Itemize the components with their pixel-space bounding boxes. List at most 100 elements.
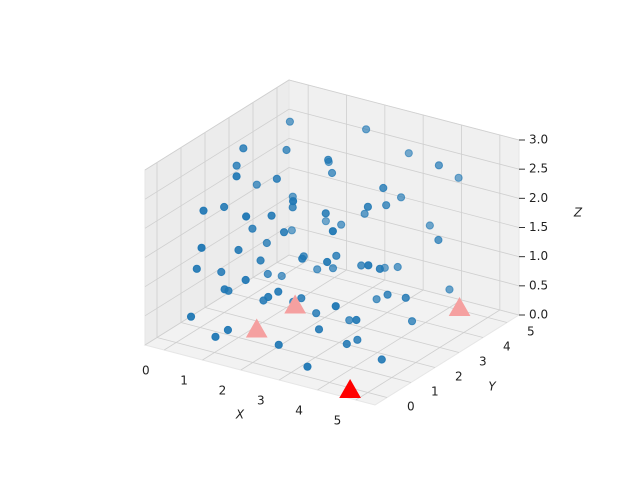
- scatter-point: [256, 256, 265, 265]
- scatter-point: [332, 251, 341, 260]
- grid-line: [278, 289, 424, 381]
- scatter-point: [252, 180, 261, 189]
- scatter-point: [277, 271, 286, 281]
- grid-line: [202, 269, 347, 361]
- scatter-point: [445, 285, 454, 294]
- scatter-point: [303, 362, 312, 371]
- scatter-point: [285, 117, 294, 126]
- scatter-point: [331, 302, 340, 311]
- scatter-point: [299, 252, 308, 261]
- scatter-point: [312, 309, 321, 318]
- scatter-point: [263, 269, 272, 279]
- x-tick-label: 3: [257, 394, 265, 408]
- scatter-point: [267, 211, 276, 220]
- scatter-point: [364, 261, 373, 270]
- z-tick-label: 1.0: [529, 249, 548, 263]
- y-tick-label: 1: [431, 385, 439, 399]
- scatter-point: [241, 275, 250, 285]
- z-tick-label: 2.5: [529, 162, 548, 176]
- scatter-point: [357, 261, 366, 270]
- z-tick-label: 2.0: [529, 191, 548, 205]
- triangle-marker: [448, 296, 471, 316]
- scatter-point: [239, 144, 248, 153]
- scatter-point: [321, 209, 330, 218]
- scatter-point: [232, 161, 241, 170]
- scatter-point: [342, 339, 351, 349]
- x-tick-label: 5: [334, 414, 342, 428]
- scatter-point: [434, 235, 443, 245]
- grid-line: [144, 137, 290, 229]
- scatter-point: [360, 209, 369, 218]
- scatter-point: [383, 290, 392, 299]
- scatter-point: [372, 295, 381, 304]
- scatter-point: [199, 206, 208, 215]
- scatter-point: [223, 325, 233, 335]
- scatter-point: [425, 221, 434, 230]
- scatter-point: [353, 335, 362, 344]
- scatter-point: [211, 332, 220, 341]
- x-tick-label: 0: [142, 364, 150, 378]
- scatter-point: [313, 265, 322, 274]
- scatter-point: [217, 267, 226, 277]
- grid-line: [144, 108, 290, 200]
- scatter-point: [224, 286, 233, 295]
- scatter-point: [248, 224, 257, 233]
- z-tick-label: 0.0: [529, 308, 548, 322]
- grid-line: [180, 322, 412, 383]
- grid-line: [144, 167, 290, 258]
- scatter-point: [328, 227, 337, 236]
- grid-line: [317, 299, 462, 391]
- scatter-point: [272, 174, 281, 183]
- scatter-point: [264, 292, 273, 302]
- z-axis-label: Z: [573, 206, 583, 220]
- scatter-point: [434, 161, 443, 170]
- scatter-point: [274, 287, 283, 296]
- scatter-point: [352, 315, 361, 325]
- grid-line: [240, 279, 386, 371]
- grid-line: [252, 277, 484, 338]
- scatter-point: [220, 202, 229, 212]
- y-tick-label: 2: [455, 370, 463, 384]
- scatter-point: [375, 264, 384, 273]
- y-tick-label: 3: [479, 355, 487, 369]
- z-tick-label: 1.5: [529, 220, 548, 234]
- grid-line: [288, 196, 520, 258]
- scatter-point: [404, 149, 413, 158]
- scatter-point: [407, 317, 417, 326]
- scatter-point: [186, 312, 196, 321]
- scatter-point: [393, 262, 402, 272]
- z-tick-label: 3.0: [529, 133, 548, 147]
- scatter-point: [234, 245, 243, 255]
- scatter-point: [328, 264, 338, 273]
- grid-line: [288, 79, 520, 141]
- grid-line: [355, 309, 501, 401]
- scatter-point: [401, 293, 410, 302]
- grid-line: [288, 137, 520, 199]
- scatter-point: [297, 294, 306, 303]
- grid-line: [144, 79, 290, 171]
- scatter-point: [337, 220, 346, 229]
- scatter-point: [454, 173, 463, 182]
- grid-line: [288, 108, 520, 170]
- y-tick-label: 5: [527, 325, 535, 339]
- scatter-point: [396, 193, 406, 202]
- scatter-point: [242, 212, 251, 221]
- scatter-point: [327, 168, 337, 178]
- triangle-marker: [245, 318, 268, 338]
- scatter-point: [314, 325, 324, 334]
- scatter-point: [382, 201, 391, 210]
- grid-line: [228, 292, 460, 353]
- x-tick-label: 4: [295, 404, 303, 418]
- y-tick-label: 4: [503, 340, 511, 354]
- scatter-point: [345, 316, 354, 325]
- z-tick-label: 0.5: [529, 278, 548, 292]
- scatter-point: [324, 155, 333, 164]
- grid-line: [204, 307, 436, 368]
- x-tick-label: 2: [219, 384, 227, 398]
- y-axis-label: Y: [488, 380, 497, 394]
- triangle-marker: [339, 378, 361, 398]
- scatter-point: [377, 355, 386, 364]
- grid-line: [144, 196, 290, 288]
- scatter-point: [288, 192, 297, 201]
